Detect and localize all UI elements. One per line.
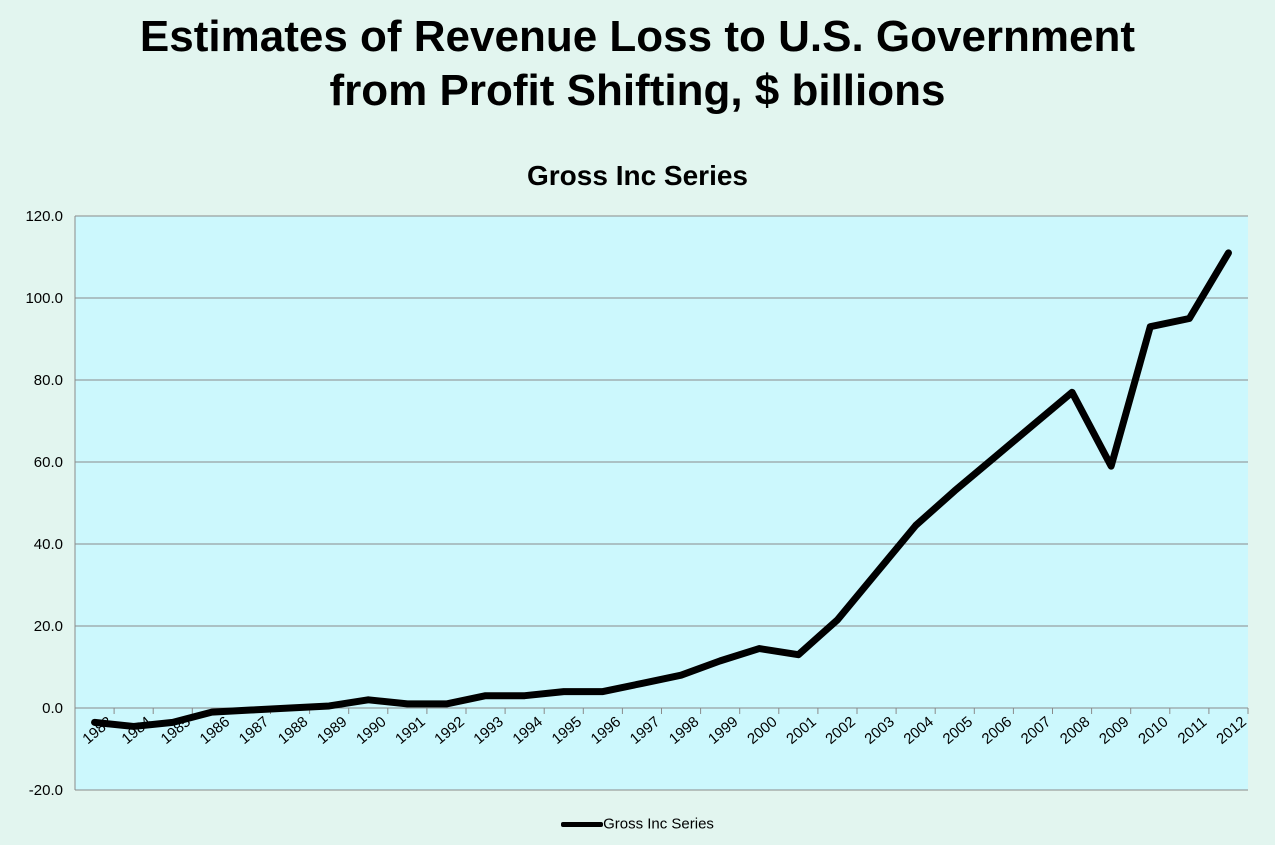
y-tick-label: 80.0 (34, 372, 63, 389)
legend-label: Gross Inc Series (603, 815, 714, 833)
y-tick-label: 0.0 (42, 700, 63, 717)
series-line (91, 249, 1232, 730)
slide-title-line2: from Profit Shifting, $ billions (329, 66, 946, 115)
y-tick-label: 20.0 (34, 618, 63, 635)
legend-swatch (561, 821, 604, 827)
legend: Gross Inc Series (0, 815, 1275, 833)
slide-title: Estimates of Revenue Loss to U.S. Govern… (0, 10, 1275, 118)
y-tick-label: 40.0 (34, 536, 63, 553)
plot-area (75, 216, 1248, 790)
y-tick-label: 120.0 (25, 208, 63, 225)
slide-title-line1: Estimates of Revenue Loss to U.S. Govern… (139, 12, 1136, 61)
y-tick-label: -20.0 (29, 782, 63, 799)
chart-title: Gross Inc Series (526, 160, 748, 191)
y-tick-label: 100.0 (25, 290, 63, 307)
y-tick-label: 60.0 (34, 454, 63, 471)
